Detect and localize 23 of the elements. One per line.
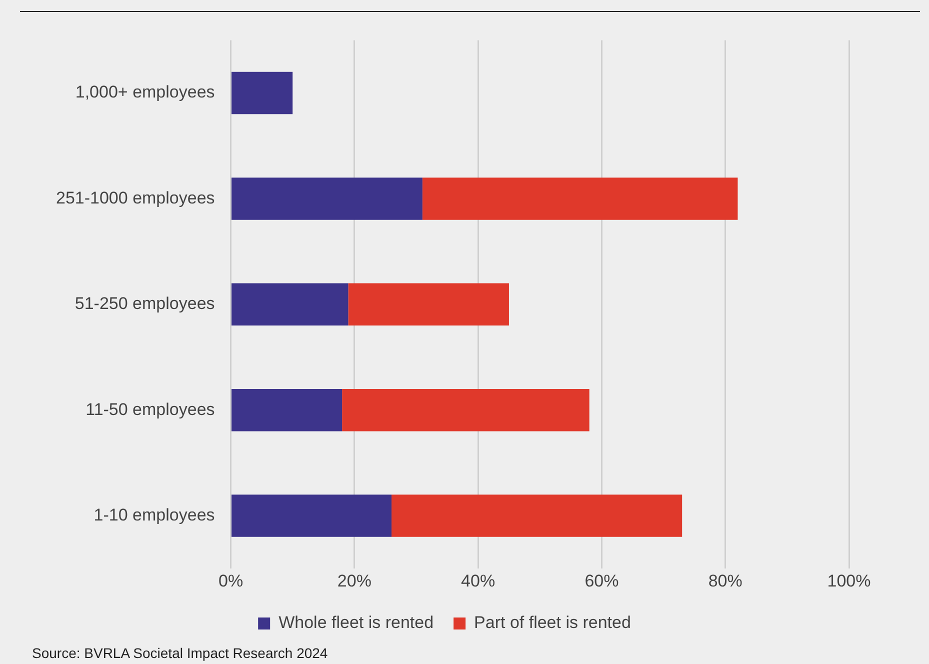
bar	[422, 178, 738, 220]
y-tick-label: 51-250 employees	[74, 294, 215, 314]
legend-label: Whole fleet is rented	[278, 613, 434, 632]
bar	[232, 283, 348, 326]
x-tick-label: 100%	[827, 571, 871, 590]
bar	[392, 494, 682, 537]
y-tick-label: 1,000+ employees	[75, 82, 215, 102]
x-tick-label: 0%	[218, 571, 244, 590]
y-tick-label: 11-50 employees	[86, 400, 215, 419]
legend-label: Part of fleet is rented	[474, 613, 631, 632]
bar	[232, 72, 293, 114]
y-tick-label: 1-10 employees	[94, 505, 215, 524]
y-tick-label: 251-1000 employees	[56, 188, 215, 208]
bar	[232, 388, 342, 432]
x-tick-label: 20%	[337, 571, 372, 590]
bar	[232, 178, 422, 220]
source-note: Source: BVRLA Societal Impact Research 2024	[32, 645, 328, 661]
x-tick-label: 40%	[461, 571, 496, 590]
x-tick-label: 80%	[708, 571, 742, 590]
bar	[348, 283, 509, 326]
bar	[232, 494, 392, 537]
x-tick-label: 60%	[584, 571, 619, 590]
bar	[342, 388, 590, 432]
